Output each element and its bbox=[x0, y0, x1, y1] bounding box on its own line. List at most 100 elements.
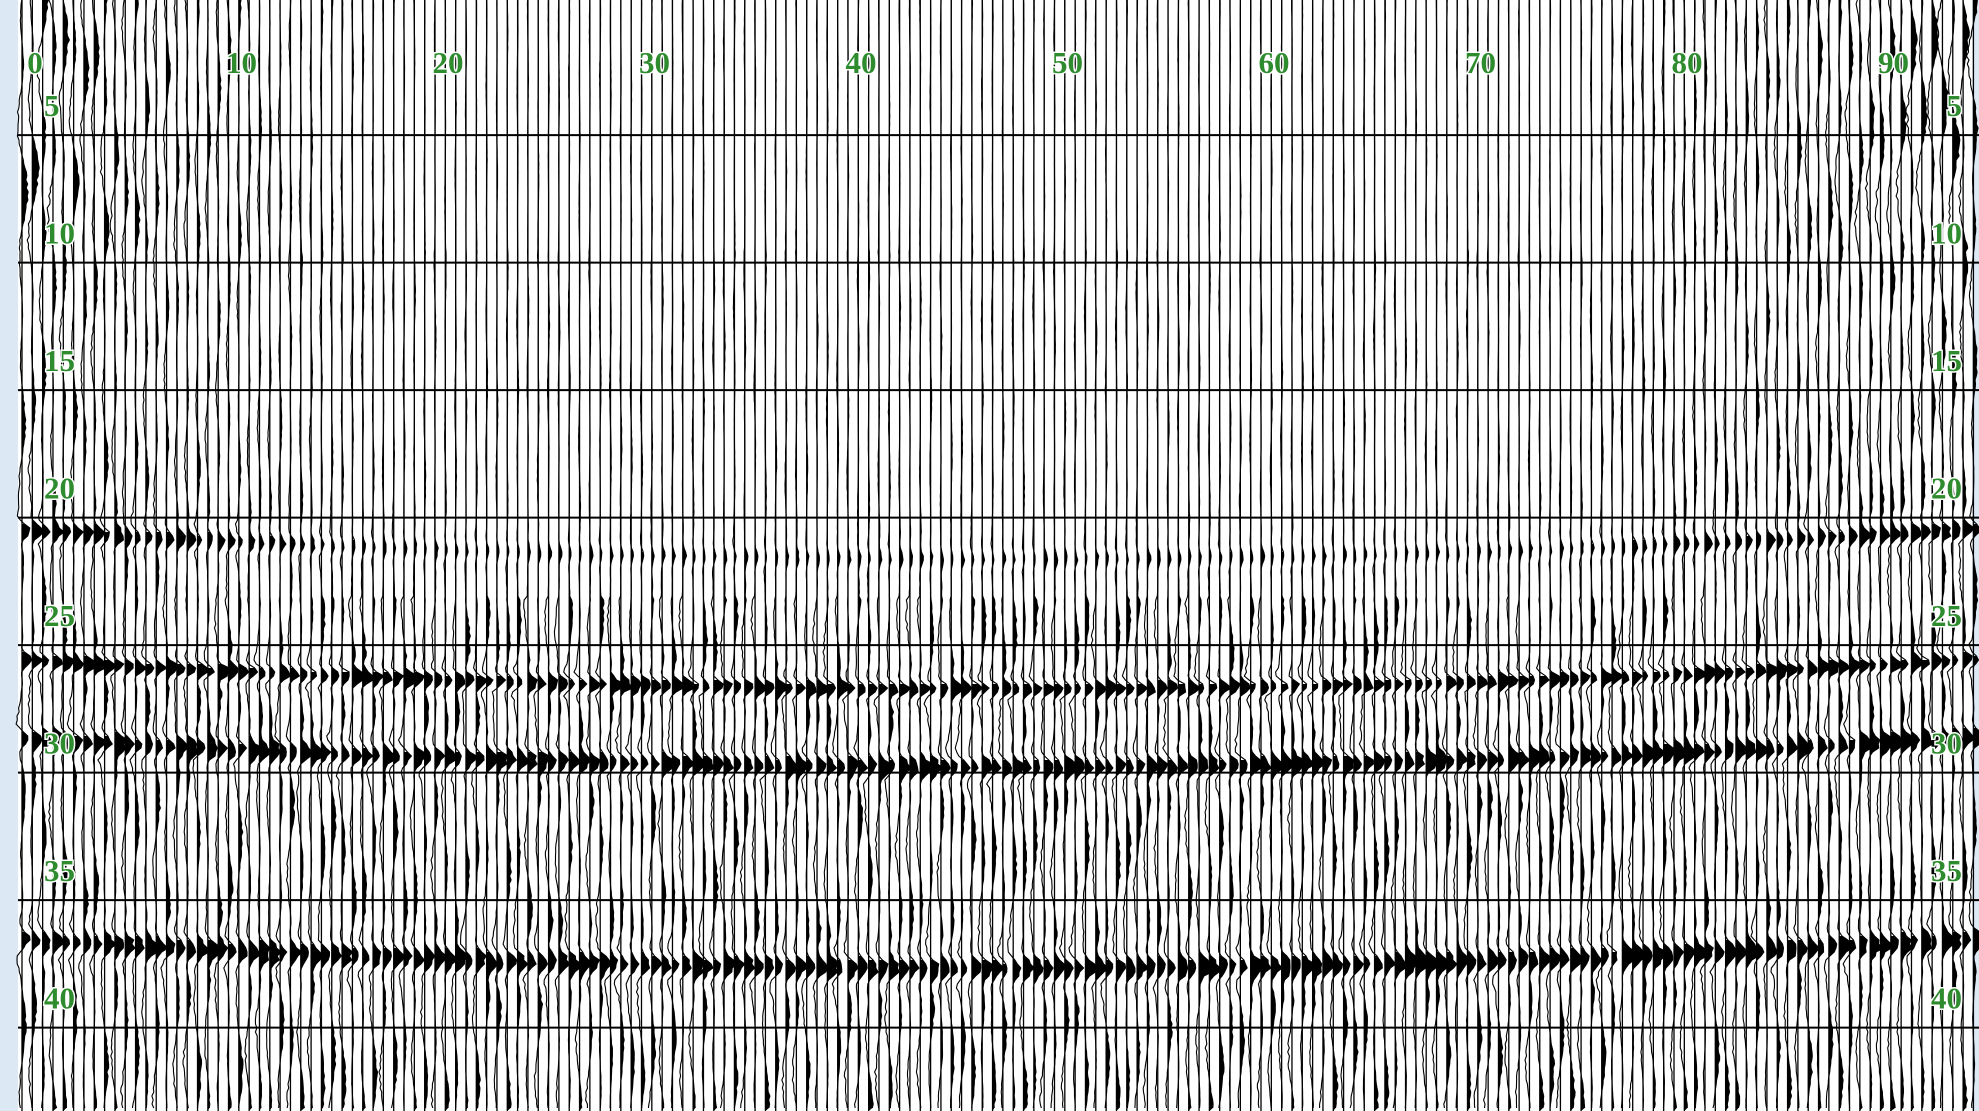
trace-wiggle bbox=[543, 0, 559, 1109]
trace-fill bbox=[156, 80, 168, 1064]
trace-fill bbox=[176, 44, 188, 1111]
trace-fill bbox=[228, 20, 238, 1111]
trace-wiggle bbox=[265, 0, 283, 1108]
trace-wiggle bbox=[1007, 0, 1025, 1109]
trace-wiggle bbox=[1606, 0, 1626, 1109]
trace-wiggle bbox=[801, 0, 817, 1109]
trace-wiggle bbox=[905, 0, 920, 1109]
trace-fill bbox=[435, 92, 447, 1064]
trace-label: 10 bbox=[226, 45, 257, 80]
trace-wiggle bbox=[573, 0, 594, 1109]
trace-fill bbox=[1880, 20, 1895, 1111]
trace-fill bbox=[1766, 56, 1779, 1040]
trace-fill bbox=[1157, 72, 1168, 1048]
trace-wiggle bbox=[522, 0, 538, 1109]
trace-label: 30 bbox=[639, 45, 670, 80]
trace-wiggle bbox=[1483, 0, 1501, 1109]
trace-fill bbox=[1529, 140, 1544, 1111]
trace-fill bbox=[1952, 0, 1963, 1111]
trace-fill bbox=[1942, 72, 1954, 1064]
trace-wiggle bbox=[120, 0, 136, 1109]
trace-wiggle bbox=[604, 0, 627, 1109]
trace-fill bbox=[982, 8, 995, 1111]
trace-fill bbox=[1870, 0, 1884, 1111]
trace-wiggle bbox=[378, 0, 397, 1109]
time-label-right: 35 bbox=[1931, 853, 1962, 888]
trace-wiggle bbox=[1472, 0, 1488, 1109]
trace-wiggle bbox=[1523, 0, 1545, 1109]
trace-fill bbox=[1570, 244, 1584, 1111]
trace-fill bbox=[548, 76, 558, 1060]
trace-fill bbox=[961, 184, 972, 1080]
trace-fill bbox=[971, 0, 983, 1104]
trace-wiggle bbox=[1430, 0, 1451, 1109]
trace-wiggle bbox=[26, 0, 45, 1109]
trace-fill bbox=[280, 44, 291, 1060]
time-label-left: 40 bbox=[44, 981, 75, 1016]
trace-fill bbox=[207, 20, 222, 1111]
trace-wiggle bbox=[397, 0, 420, 1109]
trace-fill bbox=[1643, 4, 1657, 1104]
trace-wiggle bbox=[1121, 0, 1136, 1109]
trace-fill bbox=[1467, 8, 1476, 1111]
time-label-left: 20 bbox=[44, 471, 75, 506]
trace-wiggle bbox=[812, 0, 832, 1109]
trace-fill bbox=[424, 104, 435, 1111]
right-border bbox=[1972, 0, 1979, 1111]
trace-fill bbox=[641, 88, 651, 1108]
trace-wiggle bbox=[1874, 0, 1896, 1109]
trace-wiggle bbox=[822, 0, 840, 1109]
trace-wiggle bbox=[182, 0, 200, 1109]
trace-wiggle bbox=[223, 0, 239, 1109]
trace-wiggle bbox=[1328, 0, 1345, 1109]
trace-wiggle bbox=[253, 0, 273, 1109]
trace-fill bbox=[1591, 0, 1602, 1108]
trace-fill bbox=[445, 252, 458, 1111]
trace-wiggle bbox=[1214, 0, 1232, 1109]
trace-wiggle bbox=[1853, 0, 1874, 1109]
trace-wiggle bbox=[1080, 0, 1097, 1109]
trace-wiggle bbox=[915, 0, 934, 1109]
time-label-right: 25 bbox=[1931, 598, 1962, 633]
trace-wiggle bbox=[1544, 0, 1562, 1109]
time-label-left: 15 bbox=[44, 343, 75, 378]
trace-wiggle bbox=[759, 0, 775, 1109]
trace-fill bbox=[1230, 36, 1241, 1111]
trace-fill bbox=[765, 16, 774, 1111]
trace-wiggle bbox=[192, 0, 210, 1109]
trace-fill bbox=[1343, 164, 1354, 1056]
trace-wiggle bbox=[966, 0, 984, 1109]
trace-wiggle bbox=[657, 0, 675, 1108]
trace-fill bbox=[1446, 0, 1457, 1088]
trace-fill bbox=[1756, 8, 1768, 1111]
trace-wiggle bbox=[613, 0, 634, 1109]
trace-fill bbox=[1519, 92, 1530, 1056]
trace-fill bbox=[672, 60, 684, 1072]
trace-wiggle bbox=[1935, 0, 1955, 1109]
time-label-left: 10 bbox=[44, 216, 75, 251]
trace-wiggle bbox=[418, 0, 436, 1109]
time-label-left: 25 bbox=[44, 598, 75, 633]
trace-wiggle bbox=[1390, 0, 1407, 1109]
trace-wiggle bbox=[1058, 0, 1077, 1109]
trace-wiggle bbox=[831, 0, 852, 1109]
trace-wiggle bbox=[172, 0, 189, 1109]
trace-wiggle bbox=[1514, 0, 1531, 1108]
trace-wiggle bbox=[1492, 0, 1513, 1109]
trace-wiggle bbox=[1256, 0, 1272, 1109]
trace-fill bbox=[713, 28, 724, 1111]
trace-wiggle bbox=[1462, 0, 1477, 1109]
trace-wiggle bbox=[1441, 0, 1458, 1109]
trace-wiggle bbox=[1193, 0, 1213, 1109]
trace-fill bbox=[1147, 184, 1161, 1048]
trace-wiggle bbox=[841, 0, 860, 1109]
trace-fill bbox=[331, 0, 342, 1092]
trace-wiggle bbox=[1926, 0, 1944, 1108]
trace-wiggle bbox=[285, 0, 304, 1109]
trace-label: 20 bbox=[433, 45, 464, 80]
trace-fill bbox=[135, 0, 147, 1088]
trace-wiggle bbox=[1823, 0, 1840, 1109]
trace-wiggle bbox=[709, 0, 725, 1109]
trace-fill bbox=[1137, 0, 1149, 1088]
trace-wiggle bbox=[213, 0, 231, 1109]
